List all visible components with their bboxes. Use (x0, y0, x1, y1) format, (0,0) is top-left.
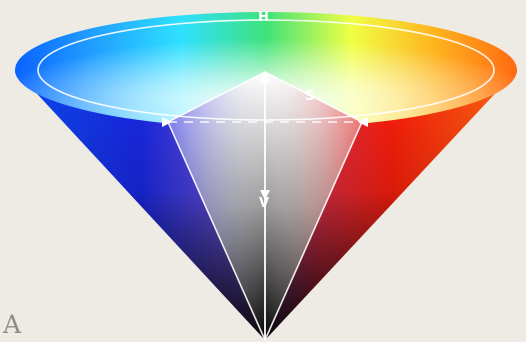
value-axis-arrow-up-icon (260, 72, 270, 82)
hue-label: H (258, 10, 269, 25)
hue-arrow-right-icon (358, 117, 368, 127)
hue-arrow-left-icon (162, 117, 172, 127)
wedge-right-edge (264, 121, 363, 341)
value-axis-arrow-down-icon (260, 190, 270, 200)
hue-circle-outline (37, 19, 495, 121)
panel-label: A (3, 310, 22, 339)
saturation-label: S (305, 89, 314, 104)
value-label: V (259, 196, 269, 211)
hue-wheel-center-glow (15, 12, 517, 128)
wedge-left-edge (167, 121, 266, 341)
